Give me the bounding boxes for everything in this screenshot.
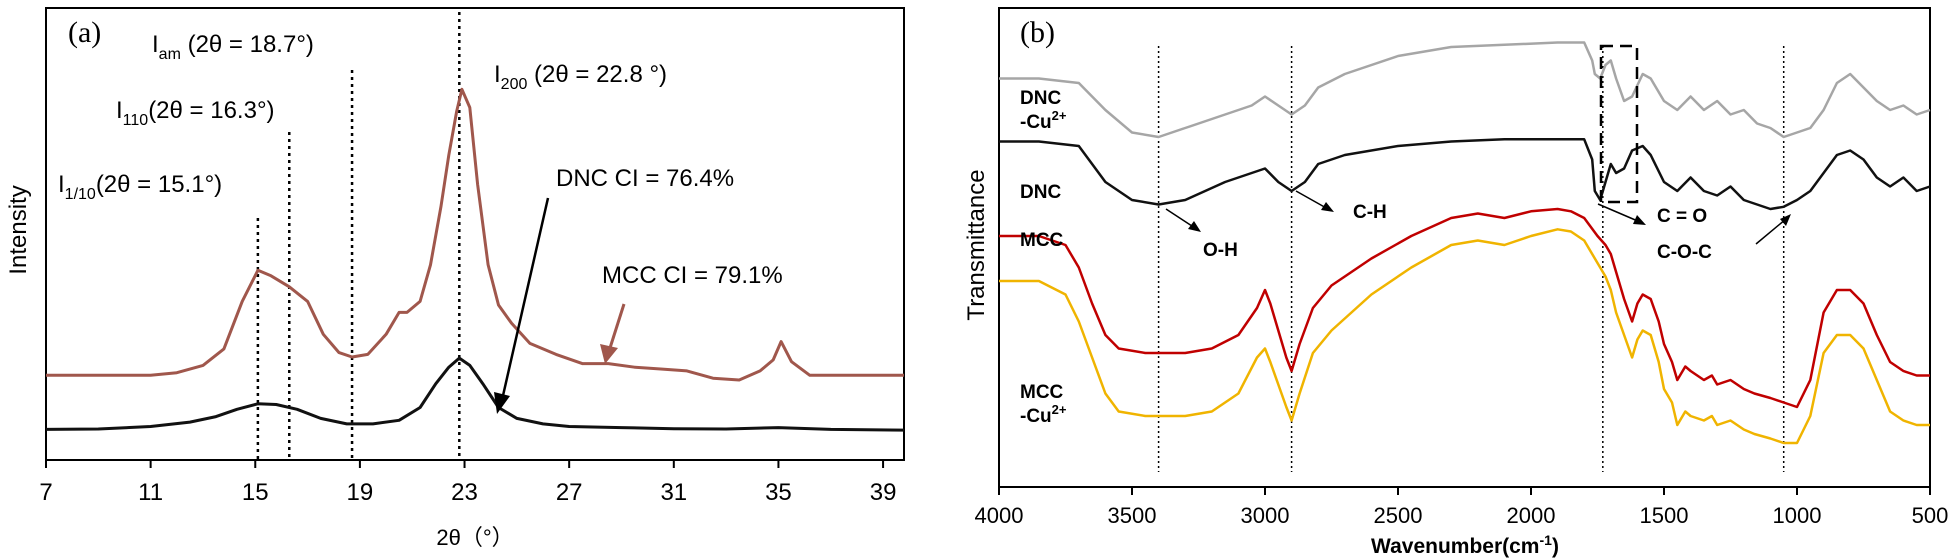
panel-a-label: (a) xyxy=(68,16,101,49)
plot-b-series xyxy=(999,41,1931,445)
x-tick-label: 4000 xyxy=(975,503,1024,528)
series-dnc-line xyxy=(999,138,1931,211)
series-dnc-cu2--line xyxy=(999,41,1931,139)
co-arrowhead xyxy=(1633,215,1646,225)
x-tick-label: 500 xyxy=(1912,503,1949,528)
x-axis-title-b: Wavenumber(cm-1) xyxy=(1371,532,1559,558)
x-tick-label: 3000 xyxy=(1241,503,1290,528)
series-mcc-cu2--line xyxy=(999,228,1930,445)
coc-arrowhead xyxy=(1780,214,1791,226)
plot-a-series xyxy=(45,87,905,432)
x-tick-label: 35 xyxy=(765,479,792,506)
x-tick-label: 31 xyxy=(660,479,687,506)
plot-b-frame xyxy=(998,7,1931,488)
label-dnc-cu: DNC xyxy=(1020,88,1061,109)
x-tick-label: 27 xyxy=(556,479,583,506)
dnc-arrow xyxy=(500,197,550,401)
dnc-annotation: DNC CI = 76.4% xyxy=(556,165,734,192)
coc-arrow xyxy=(1755,218,1787,245)
y-axis-title-a: Intensity xyxy=(5,185,32,274)
x-tick-label: 15 xyxy=(242,479,269,506)
label-mcc-cu: MCC xyxy=(1020,382,1064,403)
co-arrow xyxy=(1597,203,1641,223)
peak-label-200: I200 (2θ = 22.8 °) xyxy=(494,61,667,93)
band-co: C = O xyxy=(1657,206,1707,227)
x-tick-label: 39 xyxy=(870,479,897,506)
plot-a-markers xyxy=(256,12,461,460)
x-tick-label: 11 xyxy=(138,479,163,506)
band-oh: O-H xyxy=(1203,240,1238,261)
label-mcc: MCC xyxy=(1020,230,1064,251)
x-tick-label: 19 xyxy=(347,479,374,506)
plot-a-x-ticks: 7 11 15 19 23 27 31 35 39 xyxy=(39,460,896,506)
label-dnc: DNC xyxy=(1020,182,1061,203)
oh-arrowhead xyxy=(1188,221,1201,232)
series-mcc-line xyxy=(46,87,904,382)
dnc-arrowhead xyxy=(494,392,510,414)
x-tick-label: 23 xyxy=(451,479,478,506)
label-mcc-cu-line2: -Cu2+ xyxy=(1020,402,1067,427)
x-tick-label: 1000 xyxy=(1773,503,1822,528)
x-tick-label: 2000 xyxy=(1507,503,1556,528)
mcc-annotation: MCC CI = 79.1% xyxy=(602,262,783,289)
oh-arrow xyxy=(1165,208,1196,229)
carbonyl-highlight-box xyxy=(1599,44,1639,204)
label-dnc-cu-line2: -Cu2+ xyxy=(1020,108,1067,133)
band-ch: C-H xyxy=(1353,202,1387,223)
y-axis-title-b: Transmittance xyxy=(963,169,990,320)
peak-label-110: I110(2θ = 16.3°) xyxy=(116,97,275,129)
peak-label-1-10: I1/10(2θ = 15.1°) xyxy=(58,171,222,203)
x-tick-label: 7 xyxy=(39,479,52,506)
x-tick-label: 3500 xyxy=(1108,503,1157,528)
band-coc: C-O-C xyxy=(1657,242,1712,263)
mcc-arrow xyxy=(608,303,626,349)
ch-arrow xyxy=(1295,190,1329,210)
ch-arrowhead xyxy=(1321,202,1334,212)
x-axis-title-a: 2θ（°） xyxy=(436,525,513,550)
series-mcc-line xyxy=(999,207,1930,409)
panel-b-label: (b) xyxy=(1020,16,1055,49)
plot-a-frame xyxy=(45,7,905,461)
plot-b-x-ticks: 4000 3500 3000 2500 2000 1500 1000 500 xyxy=(975,487,1949,528)
plot-b-ref-lines xyxy=(1157,46,1785,472)
x-tick-label: 1500 xyxy=(1640,503,1689,528)
mcc-arrowhead xyxy=(600,344,618,364)
series-dnc-line xyxy=(45,356,905,432)
peak-label-am: Iam (2θ = 18.7°) xyxy=(152,31,314,63)
x-tick-label: 2500 xyxy=(1374,503,1423,528)
